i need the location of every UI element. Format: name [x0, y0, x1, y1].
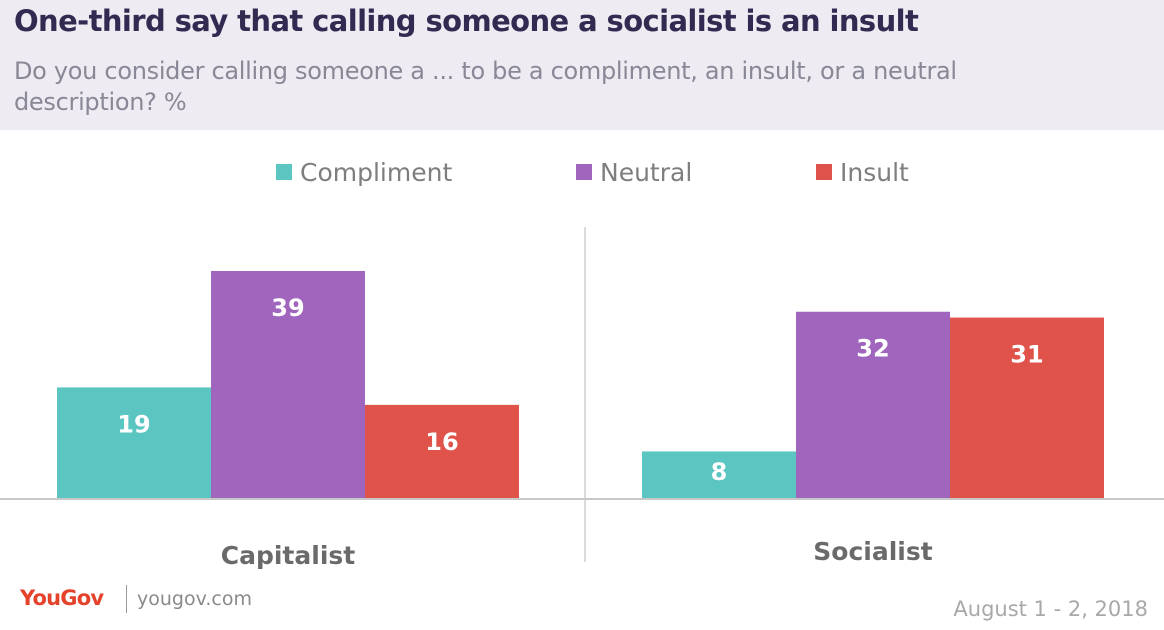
bar-capitalist-neutral — [211, 271, 365, 498]
bar-label-capitalist-neutral: 39 — [271, 294, 304, 322]
bar-capitalist-insult — [365, 404, 519, 498]
bar-label-capitalist-insult: 16 — [425, 428, 458, 456]
bar-label-capitalist-compliment: 19 — [117, 410, 150, 438]
bar-label-socialist-neutral: 32 — [856, 335, 889, 363]
bar-socialist-insult — [950, 317, 1104, 498]
chart-subtitle: Do you consider calling someone a ... to… — [14, 57, 957, 116]
bar-socialist-neutral — [796, 311, 950, 498]
legend-swatch-insult — [816, 164, 832, 180]
survey-date: August 1 - 2, 2018 — [953, 597, 1148, 621]
category-label-socialist: Socialist — [813, 537, 932, 566]
category-label-capitalist: Capitalist — [221, 541, 356, 570]
footer-url: yougov.com — [137, 588, 252, 610]
chart-title: One-third say that calling someone a soc… — [14, 4, 919, 38]
legend-swatch-compliment — [276, 164, 292, 180]
yougov-logo: YouGov — [20, 586, 104, 610]
legend-label-compliment: Compliment — [300, 158, 452, 187]
bar-socialist-compliment — [642, 451, 796, 498]
bar-label-socialist-compliment: 8 — [711, 458, 728, 486]
header-band: One-third say that calling someone a soc… — [0, 0, 1164, 130]
legend-label-neutral: Neutral — [600, 158, 692, 187]
bar-capitalist-compliment — [57, 387, 211, 498]
bar-label-socialist-insult: 31 — [1010, 341, 1043, 369]
footer-divider — [126, 585, 127, 613]
legend-label-insult: Insult — [840, 158, 909, 187]
legend-swatch-neutral — [576, 164, 592, 180]
